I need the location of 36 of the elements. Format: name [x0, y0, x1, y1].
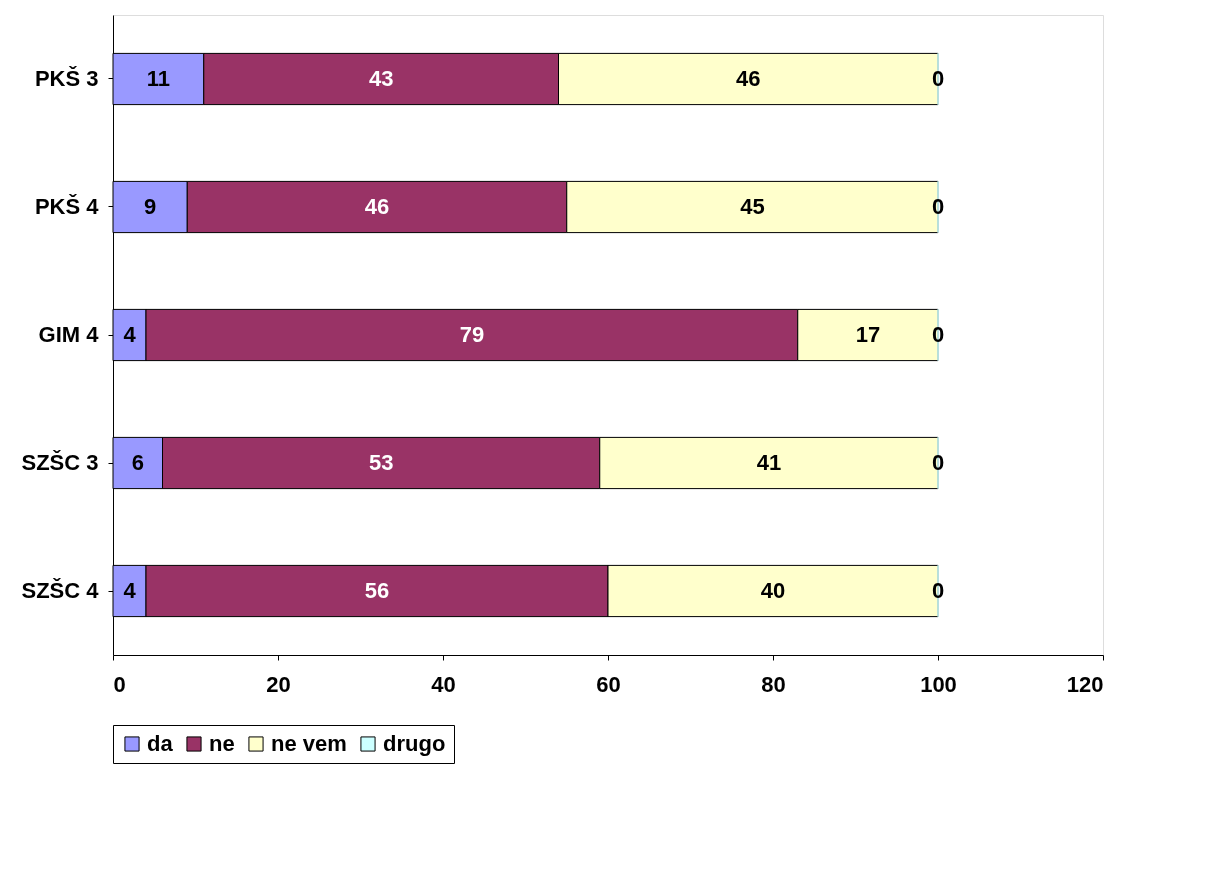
y-tick-label: PKŠ 3 [34, 66, 99, 91]
x-tick-label: 100 [920, 671, 957, 697]
data-label: 46 [736, 66, 761, 91]
legend-label: drugo [383, 731, 446, 756]
data-label: 0 [931, 66, 945, 91]
data-label: 79 [459, 322, 485, 347]
x-tick-label: 120 [1066, 671, 1104, 697]
x-tick-label: 40 [431, 671, 456, 697]
x-tick-label: 80 [761, 671, 786, 697]
data-label: 56 [364, 578, 390, 603]
data-label: 0 [931, 578, 945, 603]
data-label: 43 [368, 66, 394, 91]
data-label: 53 [368, 450, 394, 475]
y-tick-label: SZŠC 3 [21, 450, 99, 475]
data-label: 17 [855, 322, 881, 347]
data-label: 6 [131, 450, 144, 475]
x-tick-label: 60 [596, 671, 621, 697]
data-label: 0 [931, 322, 945, 347]
x-tick-label: 0 [113, 671, 126, 697]
y-tick-label: GIM 4 [38, 322, 100, 347]
y-tick-label: SZŠC 4 [21, 578, 100, 603]
y-tick-label: PKŠ 4 [34, 194, 100, 219]
data-label: 0 [931, 450, 945, 475]
data-label: 41 [756, 450, 782, 475]
data-label: 45 [740, 194, 765, 219]
legend-label: da [147, 731, 174, 756]
data-label: 40 [760, 578, 786, 603]
data-label: 4 [123, 578, 137, 603]
data-label: 11 [146, 66, 171, 91]
legend-label: ne vem [271, 731, 347, 756]
legend-label: ne [209, 731, 235, 756]
data-label: 4 [123, 322, 137, 347]
x-tick-label: 20 [266, 671, 291, 697]
data-label: 0 [931, 194, 945, 219]
data-label: 9 [144, 194, 157, 219]
data-label: 46 [364, 194, 390, 219]
